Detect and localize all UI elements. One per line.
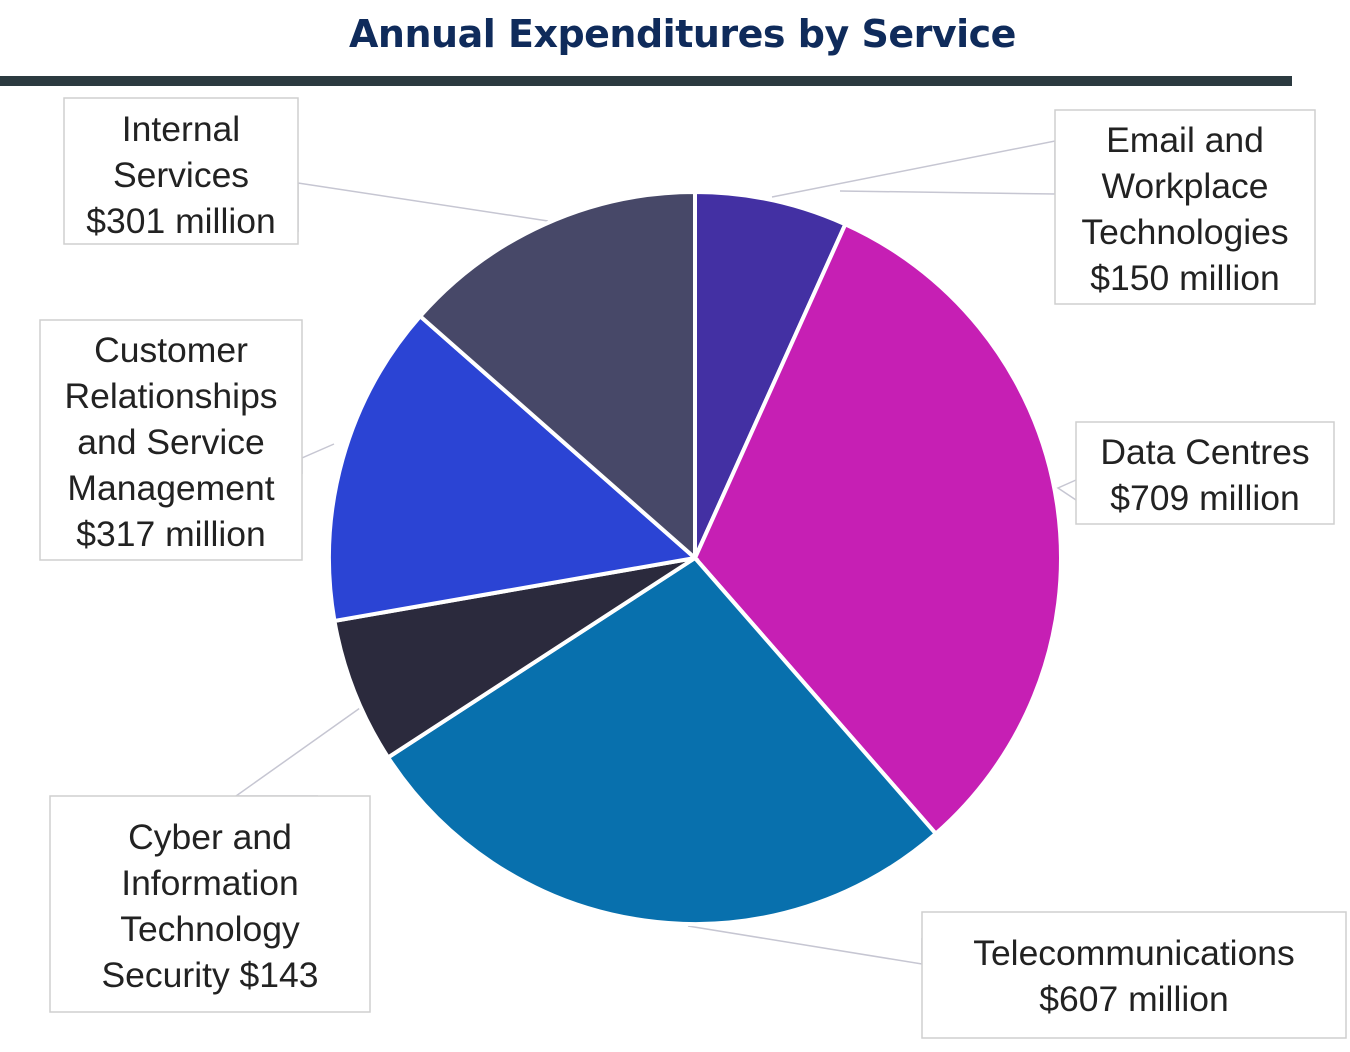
data-label-line: Services xyxy=(113,155,249,195)
data-label-line: Data Centres xyxy=(1100,432,1309,472)
data-label-line: $301 million xyxy=(86,201,275,241)
data-label-line: Information xyxy=(121,863,299,903)
data-label-line: Security $143 xyxy=(101,955,318,995)
data-label-line: Telecommunications xyxy=(973,933,1295,973)
data-label-line: and Service xyxy=(77,422,264,462)
label-box xyxy=(1054,109,1316,305)
data-label-line: Cyber and xyxy=(128,817,292,857)
pie-slice-data-centres xyxy=(692,221,1063,837)
data-label: Data Centres $709 million xyxy=(1100,432,1309,518)
label-box xyxy=(1075,421,1335,525)
label-box xyxy=(921,911,1347,1039)
data-label-line: Technology xyxy=(120,909,300,949)
leader-line xyxy=(297,182,549,232)
leader-line xyxy=(301,443,335,474)
title-divider xyxy=(0,76,1292,86)
data-label-line: $150 million xyxy=(1090,258,1279,298)
pie-slices xyxy=(327,189,1063,926)
data-label-line: Email and xyxy=(1106,120,1264,160)
data-label-line: Technologies xyxy=(1081,212,1288,252)
label-box xyxy=(63,97,299,245)
data-label-line: $317 million xyxy=(76,514,265,554)
data-label-line: Internal xyxy=(122,109,240,149)
data-label-line: Customer xyxy=(94,330,248,370)
pie-slice-telecommunications xyxy=(385,555,939,926)
data-label-line: Management xyxy=(67,468,274,508)
pie-slice-internal-services xyxy=(417,189,697,563)
pie-slice-email-and-workplace-technologies xyxy=(693,189,848,559)
leader-line xyxy=(233,707,361,797)
data-label: Email and Workplace Technologies $150 milli… xyxy=(1081,120,1288,298)
leader-line xyxy=(687,925,923,965)
chart-title: Annual Expenditures by Service xyxy=(349,12,1016,56)
pie-slice-cyber-and-information-technology-security xyxy=(332,556,697,761)
data-label-line: Workplace xyxy=(1101,166,1268,206)
label-box xyxy=(49,795,371,1013)
data-label: Internal Services $301 million xyxy=(86,109,275,241)
data-label: Cyber and Information Technology Security $… xyxy=(101,817,318,995)
leader-line xyxy=(1056,479,1077,501)
data-label-line: $607 million xyxy=(1039,979,1228,1019)
leader-line xyxy=(771,140,1056,198)
slice-labels: Email and Workplace Technologies $150 milli… xyxy=(39,97,1347,1039)
label-box xyxy=(39,319,303,561)
pie-slice-customer-relationships-and-service-management xyxy=(327,313,700,624)
data-label: Telecommunications $607 million xyxy=(973,933,1295,1019)
data-label-line: $709 million xyxy=(1110,478,1299,518)
data-label: Customer Relationships and Service Manageme… xyxy=(64,330,277,554)
data-label-line: Relationships xyxy=(64,376,277,416)
